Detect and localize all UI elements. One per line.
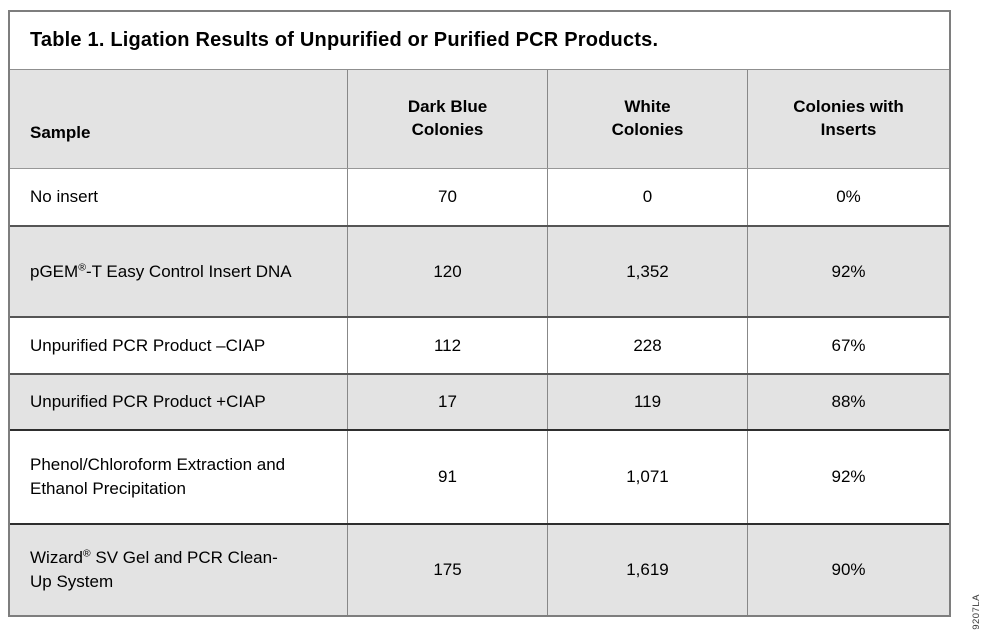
header-line: Colonies: [411, 120, 484, 139]
colonies-with-inserts-cell: 92%: [747, 431, 949, 523]
dark-blue-colonies-cell: 175: [347, 525, 547, 615]
header-line: White: [624, 97, 671, 117]
header-line: Inserts: [820, 120, 877, 139]
colonies-with-inserts-cell: 0%: [747, 169, 949, 225]
registered-mark: ®: [78, 260, 86, 273]
table-row: pGEM®-T Easy Control Insert DNA 120 1,352 9…: [10, 225, 949, 316]
table: Table 1. Ligation Results of Unpurified …: [8, 10, 951, 617]
dark-blue-colonies-cell: 112: [347, 318, 547, 373]
header-dark-blue-colonies: Dark Blue Colonies: [347, 70, 547, 168]
figure-number: 9207LA: [971, 594, 982, 630]
white-colonies-cell: 1,071: [547, 431, 747, 523]
header-sample: Sample: [30, 123, 91, 142]
sample-cell: No insert: [30, 187, 99, 207]
colonies-with-inserts-cell: 90%: [747, 525, 949, 615]
dark-blue-colonies-cell: 91: [347, 431, 547, 523]
table-row: Wizard® SV Gel and PCR Clean-Up System 17…: [10, 523, 949, 615]
header-line: Dark Blue: [407, 97, 488, 117]
colonies-with-inserts-cell: 67%: [747, 318, 949, 373]
colonies-with-inserts-cell: 92%: [747, 227, 949, 316]
dark-blue-colonies-cell: 70: [347, 169, 547, 225]
table-header-row: Sample Dark Blue Colonies White Colonies…: [10, 69, 949, 168]
table-body: No insert 70 0 0% pGEM®-T Easy Control Inser…: [10, 168, 949, 615]
table-row: Unpurified PCR Product +CIAP 17 119 88%: [10, 373, 949, 429]
table-row: Unpurified PCR Product –CIAP 112 228 67%: [10, 316, 949, 373]
sample-cell: Wizard® SV Gel and PCR Clean-Up System: [30, 547, 278, 591]
registered-mark: ®: [82, 547, 91, 560]
white-colonies-cell: 1,352: [547, 227, 747, 316]
table-row: No insert 70 0 0%: [10, 168, 949, 225]
sample-cell: Unpurified PCR Product –CIAP: [30, 335, 266, 355]
dark-blue-colonies-cell: 120: [347, 227, 547, 316]
header-white-colonies: White Colonies: [547, 70, 747, 168]
header-line: Colonies: [611, 120, 684, 139]
sample-cell: Phenol/Chloroform Extraction and Ethanol…: [30, 455, 286, 498]
table-row: Phenol/Chloroform Extraction and Ethanol…: [10, 429, 949, 523]
header-colonies-with-inserts: Colonies with Inserts: [747, 70, 949, 168]
table-title: Table 1. Ligation Results of Unpurified …: [30, 29, 659, 51]
header-line: Colonies with: [793, 97, 904, 117]
dark-blue-colonies-cell: 17: [347, 375, 547, 429]
white-colonies-cell: 228: [547, 318, 747, 373]
white-colonies-cell: 1,619: [547, 525, 747, 615]
sample-cell: pGEM®-T Easy Control Insert DNA: [30, 260, 292, 281]
white-colonies-cell: 119: [547, 375, 747, 429]
white-colonies-cell: 0: [547, 169, 747, 225]
sample-cell: Unpurified PCR Product +CIAP: [30, 392, 266, 412]
colonies-with-inserts-cell: 88%: [747, 375, 949, 429]
